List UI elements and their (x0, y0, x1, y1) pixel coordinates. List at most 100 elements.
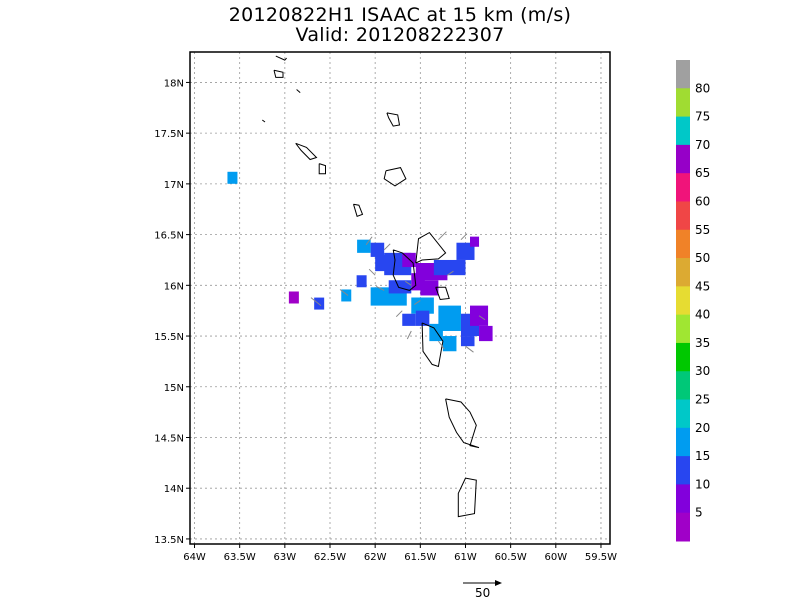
wind-vector (383, 243, 391, 251)
colorbar-segment (676, 173, 690, 202)
lon-tick-label: 63W (274, 552, 297, 563)
longitude-tick-labels: 64W 63.5W 63W 62.5W 62W 61.5W 61W 60.5W 60W 59.5W (183, 544, 617, 563)
wind-vector (437, 340, 445, 350)
lon-tick-label: 61W (454, 552, 477, 563)
wind-vector (368, 268, 376, 276)
wind-speed-cell (415, 310, 430, 326)
coastline-st-martin (273, 69, 284, 78)
wind-vector (460, 233, 468, 241)
colorbar-segment (676, 342, 690, 372)
wind-vector (465, 345, 474, 353)
colorbar-label: 60 (695, 194, 710, 208)
lat-tick-label: 16N (164, 281, 184, 292)
wind-vector (375, 285, 385, 291)
colorbar-label: 65 (695, 166, 710, 180)
wind-vectors (310, 231, 486, 353)
wind-speed-cell (456, 242, 475, 260)
colorbar-label: 75 (695, 110, 710, 124)
lon-tick-label: 62W (364, 552, 387, 563)
wind-speed-cell (227, 171, 238, 184)
colorbar-label: 80 (695, 81, 710, 95)
colorbar-segment (676, 484, 690, 514)
colorbar-segment (676, 371, 690, 401)
lon-tick-label: 61.5W (404, 552, 436, 563)
wind-speed-cell (370, 242, 385, 257)
coastline-guadeloupe (392, 249, 417, 291)
wind-speed-cell (402, 313, 416, 326)
plot-title-line2: Valid: 201208222307 (295, 24, 505, 46)
colorbar-segment (676, 116, 690, 146)
wind-speed-cell (388, 280, 412, 294)
wind-speed-cell (479, 325, 493, 342)
wind-speed-cell (356, 275, 367, 288)
wind-vector (478, 315, 486, 321)
wind-vector (395, 310, 403, 318)
colorbar-segment (676, 286, 690, 316)
coastline-montserrat (353, 203, 364, 217)
wind-speed-cell (341, 289, 352, 302)
colorbar-label: 5 (695, 506, 703, 520)
lat-tick-label: 16.5N (154, 231, 184, 242)
plot-title-line1: 20120822H1 ISAAC at 15 km (m/s) (228, 4, 572, 26)
wind-vector (405, 280, 412, 286)
lon-tick-label: 60W (544, 552, 567, 563)
lon-tick-label: 64W (183, 552, 206, 563)
wind-vector (414, 300, 421, 305)
coastline-st-kitts (295, 142, 318, 161)
lat-tick-label: 13.5N (154, 535, 184, 546)
lon-tick-label: 59.5W (585, 552, 617, 563)
wind-vector (447, 270, 454, 276)
wind-speed-field (227, 171, 493, 352)
coastlines (262, 55, 480, 518)
wind-speed-cell (288, 291, 299, 304)
colorbar-segment (676, 88, 690, 118)
wind-vector (438, 231, 447, 241)
colorbar-segment (676, 314, 690, 344)
colorbar-segment (676, 258, 690, 287)
colorbar-label: 35 (695, 336, 710, 350)
colorbar-segment (676, 229, 690, 259)
colorbar-label: 70 (695, 138, 710, 152)
coastline-anguilla (275, 55, 287, 61)
wind-vector (406, 330, 412, 340)
colorbar: 80 75 70 65 60 55 50 45 40 35 30 25 20 15 10 5 (676, 60, 710, 542)
colorbar-segment (676, 144, 690, 174)
lat-tick-label: 14.5N (154, 433, 184, 444)
colorbar-segment (676, 427, 690, 457)
colorbar-segment (676, 512, 690, 542)
lon-tick-label: 60.5W (495, 552, 527, 563)
wind-vector (310, 297, 322, 306)
grid-lines (190, 52, 610, 544)
latitude-tick-labels: 18N 17.5N 17N 16.5N 16N 15.5N 15N 14.5N 14N 13.5N (154, 78, 190, 546)
coastline-dominica (421, 322, 444, 368)
colorbar-segment (676, 399, 690, 429)
wind-speed-cell (433, 259, 466, 276)
colorbar-segment (676, 201, 690, 231)
colorbar-label: 40 (695, 308, 710, 322)
lat-tick-label: 17N (164, 180, 184, 191)
lat-tick-label: 17.5N (154, 129, 184, 140)
wind-vector (339, 289, 349, 296)
colorbar-segment (676, 456, 690, 485)
coastline-grande-terre (415, 231, 447, 264)
colorbar-label: 55 (695, 223, 710, 237)
colorbar-label: 15 (695, 449, 710, 463)
map-frame (189, 51, 611, 545)
lat-tick-label: 18N (164, 78, 184, 89)
coastline-marie-galante (435, 286, 450, 301)
reference-vector-head (495, 580, 502, 586)
wind-speed-cell (460, 336, 475, 347)
colorbar-label: 30 (695, 364, 710, 378)
lat-tick-label: 14N (164, 484, 184, 495)
reference-vector: 50 (463, 580, 502, 600)
colorbar-label: 50 (695, 251, 710, 265)
lon-tick-label: 62.5W (314, 552, 346, 563)
colorbar-segment (676, 60, 690, 89)
coastline-st-barths (296, 89, 301, 93)
colorbar-label: 25 (695, 393, 710, 407)
wind-speed-cell (438, 305, 461, 331)
coastline-barbuda (386, 112, 401, 127)
colorbar-label: 45 (695, 279, 710, 293)
wind-vector (365, 236, 373, 246)
